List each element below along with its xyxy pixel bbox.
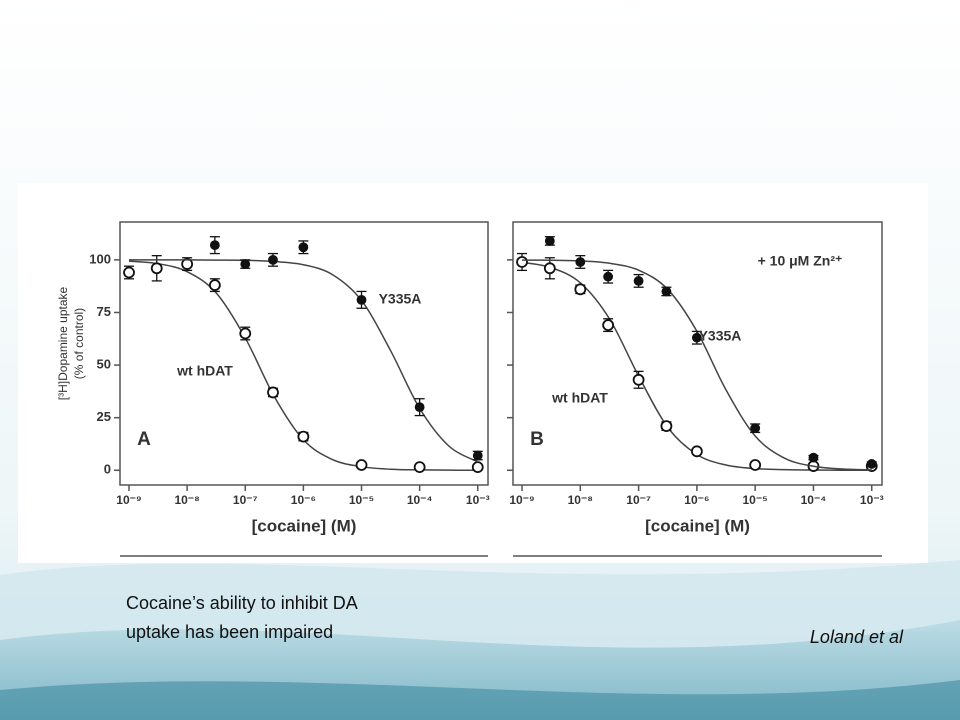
y-axis-label: (% of control) [72,308,86,379]
data-point [574,283,587,296]
series-label: Y335A [379,291,422,307]
data-point [240,259,251,269]
y-tick-label: 100 [89,251,111,266]
y-tick-label: 75 [97,304,111,319]
x-tick-label: 10⁻³ [466,493,490,507]
x-tick-label: 10⁻⁶ [684,493,709,507]
x-tick-label: 10⁻⁷ [233,493,258,507]
data-point [298,242,309,253]
x-tick-label: 10⁻⁹ [509,493,534,507]
data-point [575,257,586,267]
data-point [866,459,877,469]
x-tick-label: 10⁻⁶ [291,493,316,507]
data-point [516,256,528,268]
x-axis-label: [cocaine] (M) [252,516,357,535]
data-point [632,373,645,386]
data-point [356,294,367,305]
series-label: wt hDAT [551,390,608,406]
data-point [209,240,220,251]
data-point [181,258,194,270]
y-tick-label: 50 [97,357,111,372]
x-tick-label: 10⁻⁸ [174,493,199,507]
caption: uptake has been impaired [126,622,333,642]
x-tick-label: 10⁻⁹ [116,493,141,507]
x-tick-label: 10⁻³ [860,493,884,507]
series-label: Y335A [699,328,742,344]
data-point [413,461,426,474]
x-tick-label: 10⁻⁴ [407,493,433,507]
x-axis-label: [cocaine] (M) [645,516,750,535]
x-tick-label: 10⁻⁴ [801,493,827,507]
data-point [808,452,819,463]
data-point [471,461,484,474]
x-tick-label: 10⁻⁸ [568,493,593,507]
data-point [750,423,761,434]
data-point [544,236,555,246]
data-point [208,279,221,292]
caption: Cocaine’s ability to inhibit DA [126,593,358,613]
data-point [603,271,614,282]
data-point [268,254,278,265]
data-point [123,266,135,279]
data-point [690,445,703,458]
data-point [661,286,672,297]
data-point [355,459,368,471]
y-tick-label: 0 [104,462,111,477]
figure [18,183,928,563]
panel-label: B [530,429,544,450]
x-tick-label: 10⁻⁵ [743,493,768,507]
data-point [691,332,702,343]
data-point [239,327,252,340]
panel-label: A [137,429,151,450]
x-tick-label: 10⁻⁷ [626,493,651,507]
data-point [602,319,615,331]
data-point [414,402,425,413]
data-point [150,262,163,275]
data-point [543,262,556,275]
data-point [267,386,279,399]
data-point [297,430,310,443]
citation: Loland et al [810,627,904,647]
data-point [472,450,483,461]
series-label: wt hDAT [176,363,233,379]
data-point [633,276,644,286]
wave [0,680,960,720]
annotation: + 10 μM Zn²⁺ [758,253,843,269]
data-point [660,420,673,432]
y-axis-label: [³H]Dopamine uptake [56,286,70,400]
data-point [749,459,762,471]
x-tick-label: 10⁻⁵ [349,493,374,507]
y-tick-label: 25 [97,409,111,424]
